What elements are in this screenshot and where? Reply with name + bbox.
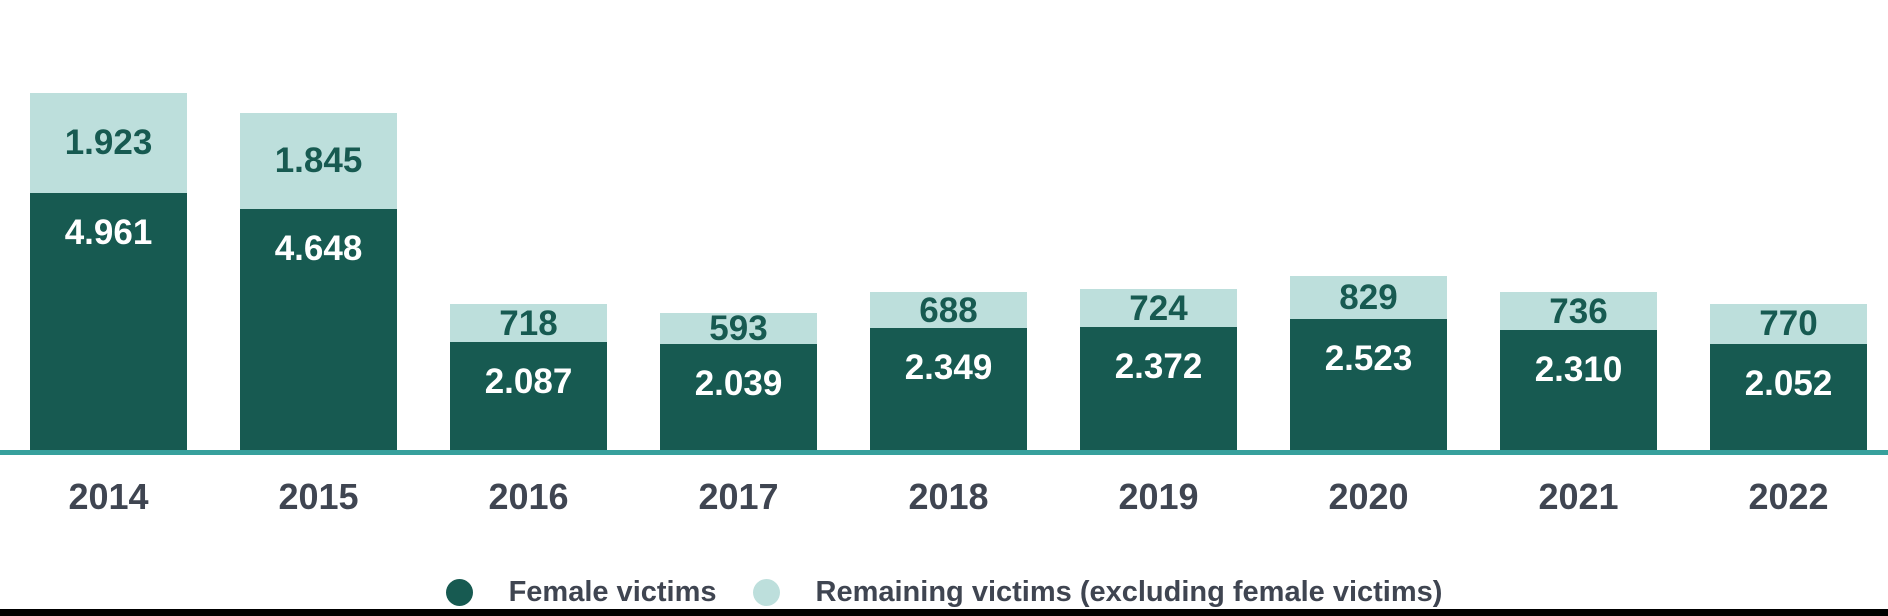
legend: Female victims Remaining victims (exclud… bbox=[0, 578, 1888, 607]
female-value-label: 4.961 bbox=[64, 212, 153, 252]
x-tick-label-2015: 2015 bbox=[278, 476, 359, 517]
segment-female-victims-2022: 2.052 bbox=[1710, 343, 1867, 450]
segment-remaining-victims-2017: 593 bbox=[660, 309, 817, 349]
x-tick-label-2016: 2016 bbox=[488, 476, 569, 517]
plot-area: 1.923 4.961 1.845 4.648 718 2.087 593 2.039 688 2… bbox=[30, 92, 1867, 450]
segment-remaining-victims-2019: 724 bbox=[1080, 289, 1237, 327]
x-tick-label-2018: 2018 bbox=[908, 476, 989, 517]
bar-2015: 1.845 4.648 bbox=[240, 113, 397, 450]
x-axis-labels: 2014 2015 2016 2017 2018 2019 2020 2021 2022 bbox=[0, 479, 1888, 519]
segment-remaining-victims-2015: 1.845 bbox=[240, 113, 397, 209]
female-value-label: 2.087 bbox=[484, 361, 573, 401]
segment-remaining-victims-2016: 718 bbox=[450, 303, 607, 343]
remaining-value-label: 724 bbox=[1129, 288, 1188, 328]
x-tick-label-2020: 2020 bbox=[1328, 476, 1409, 517]
segment-remaining-victims-2020: 829 bbox=[1290, 276, 1447, 320]
remaining-value-label: 736 bbox=[1549, 291, 1608, 331]
segment-remaining-victims-2014: 1.923 bbox=[30, 92, 187, 193]
x-tick-label-2017: 2017 bbox=[698, 476, 779, 517]
remaining-value-label: 1.845 bbox=[274, 141, 363, 181]
legend-swatch-female-victims-icon bbox=[445, 579, 473, 606]
legend-label-remaining-victims: Remaining victims (excluding female vict… bbox=[815, 576, 1443, 608]
x-tick-label-2022: 2022 bbox=[1748, 476, 1829, 517]
bar-2021: 736 2.310 bbox=[1500, 291, 1657, 450]
segment-remaining-victims-2022: 770 bbox=[1710, 303, 1867, 344]
remaining-value-label: 829 bbox=[1339, 278, 1398, 318]
bar-2022: 770 2.052 bbox=[1710, 303, 1867, 450]
bar-2019: 724 2.372 bbox=[1080, 289, 1237, 450]
bar-2018: 688 2.349 bbox=[870, 292, 1027, 450]
female-value-label: 2.372 bbox=[1114, 346, 1203, 386]
segment-female-victims-2017: 2.039 bbox=[660, 344, 817, 450]
legend-swatch-remaining-victims-icon bbox=[752, 579, 780, 606]
x-tick-label-2014: 2014 bbox=[68, 476, 149, 517]
female-value-label: 2.523 bbox=[1324, 339, 1413, 379]
remaining-value-label: 1.923 bbox=[64, 123, 153, 163]
segment-female-victims-2018: 2.349 bbox=[870, 328, 1027, 450]
segment-female-victims-2015: 4.648 bbox=[240, 208, 397, 450]
remaining-value-label: 718 bbox=[499, 303, 558, 343]
bar-2020: 829 2.523 bbox=[1290, 276, 1447, 450]
legend-label-female-victims: Female victims bbox=[508, 576, 717, 608]
female-value-label: 2.052 bbox=[1744, 363, 1833, 403]
legend-item-female-victims: Female victims bbox=[445, 576, 717, 608]
bottom-black-bar bbox=[0, 609, 1888, 616]
female-value-label: 4.648 bbox=[274, 228, 363, 268]
bar-2016: 718 2.087 bbox=[450, 304, 607, 450]
bar-2014: 1.923 4.961 bbox=[30, 92, 187, 450]
segment-female-victims-2019: 2.372 bbox=[1080, 326, 1237, 450]
segment-remaining-victims-2021: 736 bbox=[1500, 291, 1657, 331]
x-tick-label-2021: 2021 bbox=[1538, 476, 1619, 517]
female-value-label: 2.039 bbox=[694, 364, 783, 404]
segment-remaining-victims-2018: 688 bbox=[870, 290, 1027, 330]
remaining-value-label: 688 bbox=[919, 290, 978, 330]
remaining-value-label: 770 bbox=[1759, 304, 1818, 344]
bar-2017: 593 2.039 bbox=[660, 309, 817, 450]
female-value-label: 2.310 bbox=[1534, 350, 1623, 390]
x-axis-line bbox=[0, 450, 1888, 455]
x-tick-label-2019: 2019 bbox=[1118, 476, 1199, 517]
remaining-value-label: 593 bbox=[709, 309, 768, 349]
segment-female-victims-2016: 2.087 bbox=[450, 341, 607, 450]
segment-female-victims-2014: 4.961 bbox=[30, 192, 187, 450]
segment-female-victims-2020: 2.523 bbox=[1290, 319, 1447, 450]
segment-female-victims-2021: 2.310 bbox=[1500, 330, 1657, 450]
female-value-label: 2.349 bbox=[904, 348, 993, 388]
legend-item-remaining-victims: Remaining victims (excluding female vict… bbox=[752, 576, 1443, 608]
